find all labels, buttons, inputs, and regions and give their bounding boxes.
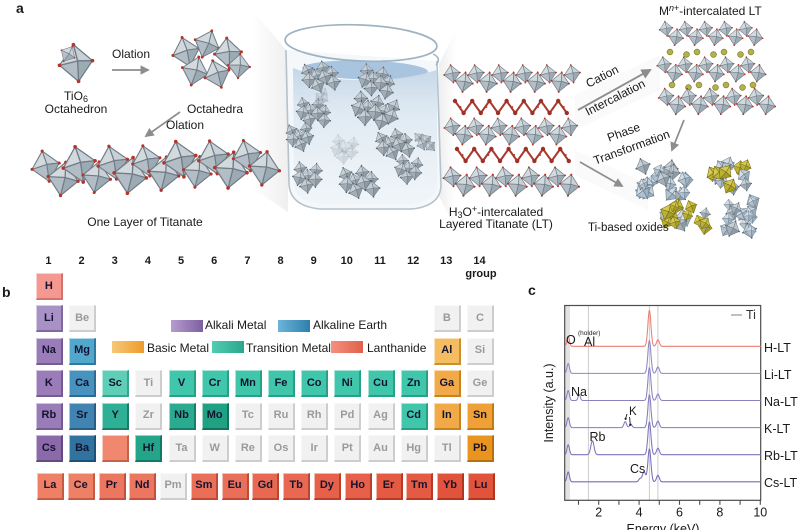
svg-text:O: O: [566, 333, 576, 347]
svg-text:H-LT: H-LT: [764, 341, 791, 355]
svg-text:Na-LT: Na-LT: [764, 395, 798, 409]
svg-text:c: c: [528, 282, 536, 298]
svg-text:2: 2: [595, 506, 602, 520]
svg-text:Na: Na: [571, 385, 587, 399]
svg-text:Olation: Olation: [112, 47, 150, 61]
svg-text:Li-LT: Li-LT: [764, 368, 792, 382]
svg-text:6: 6: [676, 506, 683, 520]
svg-text:Cs: Cs: [630, 462, 645, 476]
svg-text:TiO6: TiO6: [64, 89, 88, 104]
svg-text:Octahedra: Octahedra: [187, 102, 243, 116]
svg-text:Rb: Rb: [590, 430, 606, 444]
svg-text:Ti: Ti: [746, 308, 756, 322]
svg-text:Octahedron: Octahedron: [45, 102, 108, 116]
svg-text:Cs-LT: Cs-LT: [764, 476, 797, 490]
svg-text:Ti-based oxides: Ti-based oxides: [588, 222, 669, 234]
svg-text:(holder): (holder): [578, 330, 600, 337]
svg-text:8: 8: [716, 506, 723, 520]
svg-text:Layered Titanate (LT): Layered Titanate (LT): [439, 217, 553, 231]
svg-text:Olation: Olation: [166, 118, 204, 132]
svg-text:Intensity (a.u.): Intensity (a.u.): [542, 363, 556, 442]
svg-text:Energy (keV): Energy (keV): [627, 522, 700, 530]
svg-text:One Layer of Titanate: One Layer of Titanate: [87, 215, 203, 229]
svg-text:Al: Al: [584, 335, 595, 349]
svg-text:10: 10: [753, 506, 767, 520]
svg-text:Mn+-intercalated LT: Mn+-intercalated LT: [659, 3, 762, 18]
svg-text:K: K: [629, 406, 637, 418]
svg-text:Rb-LT: Rb-LT: [764, 449, 798, 463]
svg-text:4: 4: [636, 506, 643, 520]
svg-text:a: a: [16, 0, 24, 16]
svg-text:K-LT: K-LT: [764, 422, 791, 436]
